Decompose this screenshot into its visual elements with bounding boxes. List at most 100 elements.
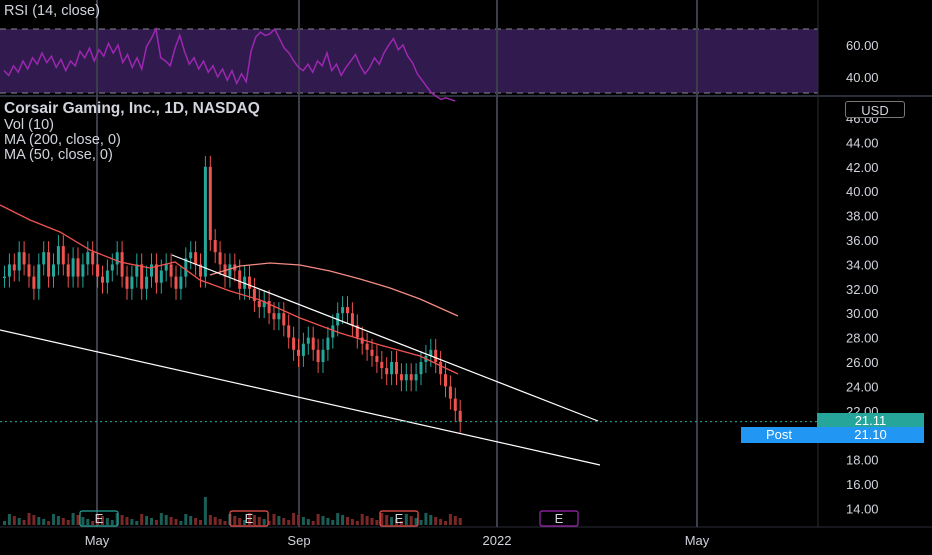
- candle-body: [458, 410, 462, 422]
- ma200-legend[interactable]: MA (200, close, 0): [4, 132, 121, 148]
- earnings-marker-box: [229, 510, 269, 527]
- candle-body: [199, 264, 202, 277]
- rsi-axis-label: 60.00: [846, 38, 879, 53]
- earnings-marker[interactable]: E: [379, 510, 419, 527]
- earnings-marker[interactable]: E: [79, 510, 119, 527]
- candle-body: [47, 252, 51, 277]
- earnings-marker-box: [379, 510, 419, 527]
- volume-bar: [355, 521, 359, 525]
- volume-bar: [42, 519, 46, 525]
- volume-bar: [213, 517, 217, 525]
- volume-bar: [203, 497, 207, 525]
- candle-body: [203, 166, 207, 277]
- candle-body: [189, 252, 193, 259]
- candle-body: [301, 343, 305, 356]
- candle-body: [169, 264, 173, 277]
- candle-body: [365, 343, 369, 350]
- candle-body: [267, 301, 271, 314]
- price-axis-label: 34.00: [846, 257, 879, 272]
- volume-bar: [375, 520, 379, 525]
- volume-bar: [120, 515, 124, 525]
- price-axis-label: 18.00: [846, 453, 879, 468]
- candle-body: [453, 398, 457, 411]
- candle-body: [350, 313, 354, 326]
- candle-body: [52, 264, 55, 277]
- rsi-line: [3, 26, 456, 102]
- candle-body: [429, 349, 433, 356]
- earnings-marker[interactable]: E: [229, 510, 269, 527]
- candle-body: [37, 264, 41, 289]
- candle-body: [194, 252, 198, 265]
- volume-bar: [96, 514, 100, 525]
- candle-body: [252, 288, 256, 301]
- price-axis-label: 42.00: [846, 160, 879, 175]
- volume-bar: [233, 516, 237, 525]
- earnings-marker-label: E: [95, 511, 104, 526]
- candle-body: [311, 337, 315, 350]
- rsi-band: [0, 29, 818, 93]
- volume-bar: [101, 516, 104, 525]
- candle-body: [86, 252, 90, 265]
- volume-bar: [297, 515, 300, 525]
- volume-bar: [272, 514, 276, 525]
- candle-body: [248, 276, 251, 289]
- candle-body: [105, 270, 109, 283]
- candle-body: [346, 307, 349, 314]
- candle-body: [341, 307, 345, 314]
- price-axis-label: 28.00: [846, 331, 879, 346]
- post-price-tag: Post 21.10: [741, 427, 924, 443]
- volume-bar: [395, 519, 398, 525]
- volume-bar: [199, 520, 202, 525]
- volume-bar: [385, 515, 389, 525]
- volume-bar: [47, 521, 51, 525]
- upper-trendline: [171, 254, 599, 422]
- candle-body: [419, 362, 423, 375]
- volume-bar: [429, 515, 433, 525]
- volume-bar: [110, 520, 114, 525]
- volume-bar: [404, 514, 408, 525]
- symbol-title[interactable]: Corsair Gaming, Inc., 1D, NASDAQ: [4, 100, 260, 117]
- time-axis-label: May: [685, 533, 710, 548]
- candle-body: [91, 252, 95, 265]
- volume-bar: [159, 513, 163, 525]
- candle-body: [321, 349, 325, 362]
- volume-bar: [434, 517, 438, 525]
- volume-bar: [150, 518, 153, 525]
- volume-bar: [380, 513, 384, 525]
- candle-body: [257, 301, 261, 308]
- volume-bar: [424, 513, 428, 525]
- candle-body: [277, 313, 281, 320]
- earnings-marker-box: [79, 510, 119, 527]
- volume-bar: [311, 521, 315, 525]
- candle-body: [32, 276, 36, 289]
- price-axis-label: 14.00: [846, 501, 879, 516]
- volume-bar: [169, 517, 173, 525]
- candle-body: [61, 246, 65, 265]
- volume-bar: [22, 520, 26, 525]
- volume-legend[interactable]: Vol (10): [4, 117, 54, 133]
- ma50-legend[interactable]: MA (50, close, 0): [4, 147, 113, 163]
- currency-button[interactable]: USD: [845, 101, 905, 118]
- candle-body: [326, 337, 330, 350]
- price-axis-label: 40.00: [846, 184, 879, 199]
- price-axis-label: 26.00: [846, 355, 879, 370]
- candle-body: [17, 252, 21, 271]
- candle-body: [331, 325, 335, 338]
- volume-bar: [130, 519, 134, 525]
- volume-bar: [189, 516, 193, 525]
- rsi-legend[interactable]: RSI (14, close): [4, 3, 100, 19]
- price-axis-label: 16.00: [846, 477, 879, 492]
- candle-body: [380, 362, 384, 369]
- candle-body: [154, 264, 158, 283]
- earnings-marker[interactable]: E: [539, 510, 579, 527]
- volume-bar: [448, 514, 452, 525]
- candle-body: [370, 349, 374, 356]
- volume-bar: [27, 513, 31, 525]
- candle-body: [81, 264, 85, 277]
- candle-body: [238, 270, 242, 289]
- volume-bar: [32, 515, 36, 525]
- candle-body: [404, 374, 408, 381]
- earnings-marker-label: E: [395, 511, 404, 526]
